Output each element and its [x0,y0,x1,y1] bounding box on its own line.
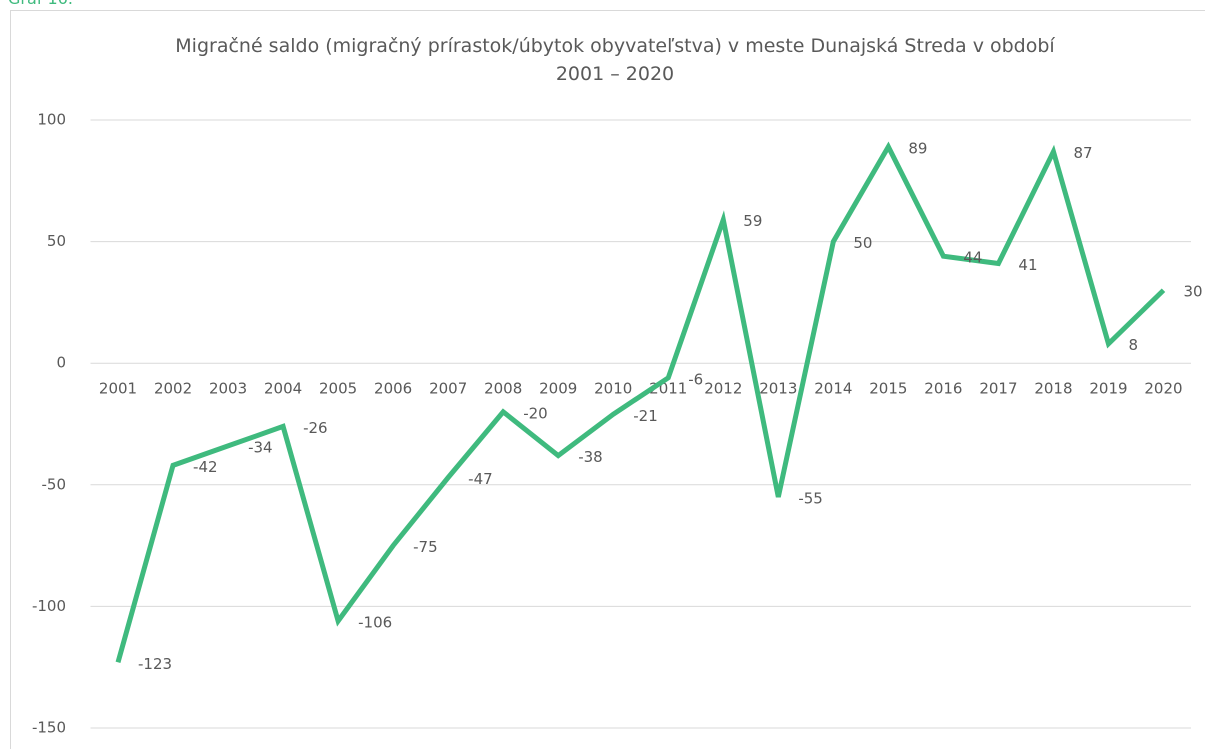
y-tick-label: -100 [32,597,66,615]
data-line [115,141,1166,664]
x-tick-label: 2005 [319,380,357,398]
data-label: -21 [633,407,658,425]
data-label: -42 [193,458,218,476]
chart-frame [10,10,1205,749]
data-label: -6 [688,370,703,388]
data-label: 8 [1128,336,1138,354]
x-tick-label: 2003 [209,380,247,398]
y-tick-label: -150 [32,719,66,737]
x-tick-label: 2008 [484,380,522,398]
data-label: -123 [138,655,172,673]
x-tick-label: 2012 [704,380,742,398]
x-tick-label: 2018 [1034,380,1072,398]
y-tick-label: 50 [47,232,66,250]
x-tick-label: 2014 [814,380,852,398]
x-tick-label: 2004 [264,380,302,398]
data-label: -47 [468,470,493,488]
y-tick-label: -50 [42,475,67,493]
x-tick-label: 2007 [429,380,467,398]
data-label: 30 [1183,283,1202,301]
x-tick-label: 2001 [99,380,137,398]
y-tick-label: 100 [37,111,66,129]
x-tick-label: 2015 [869,380,907,398]
x-tick-label: 2019 [1089,380,1127,398]
x-tick-label: 2020 [1144,380,1182,398]
data-label: 59 [743,212,762,230]
data-label: -38 [578,448,603,466]
chart-title: Migračné saldo (migračný prírastok/úbyto… [175,35,1055,85]
data-label: 44 [963,249,982,267]
y-tick-label: 0 [56,354,66,372]
data-label: -55 [798,489,823,507]
x-tick-label: 2009 [539,380,577,398]
x-tick-label: 2002 [154,380,192,398]
x-tick-label: 2013 [759,380,797,398]
data-label: -20 [523,404,548,422]
x-tick-label: 2016 [924,380,962,398]
data-label: 87 [1073,144,1092,162]
x-tick-label: 2006 [374,380,412,398]
caption: Graf 16. [8,0,73,8]
data-label: 89 [908,139,927,157]
data-label: -26 [303,419,328,437]
data-label: 50 [853,234,872,252]
x-tick-label: 2010 [594,380,632,398]
data-label: -75 [413,538,438,556]
x-tick-label: 2017 [979,380,1017,398]
data-label: 41 [1018,256,1037,274]
data-label: -34 [248,438,273,456]
data-label: -106 [358,613,392,631]
